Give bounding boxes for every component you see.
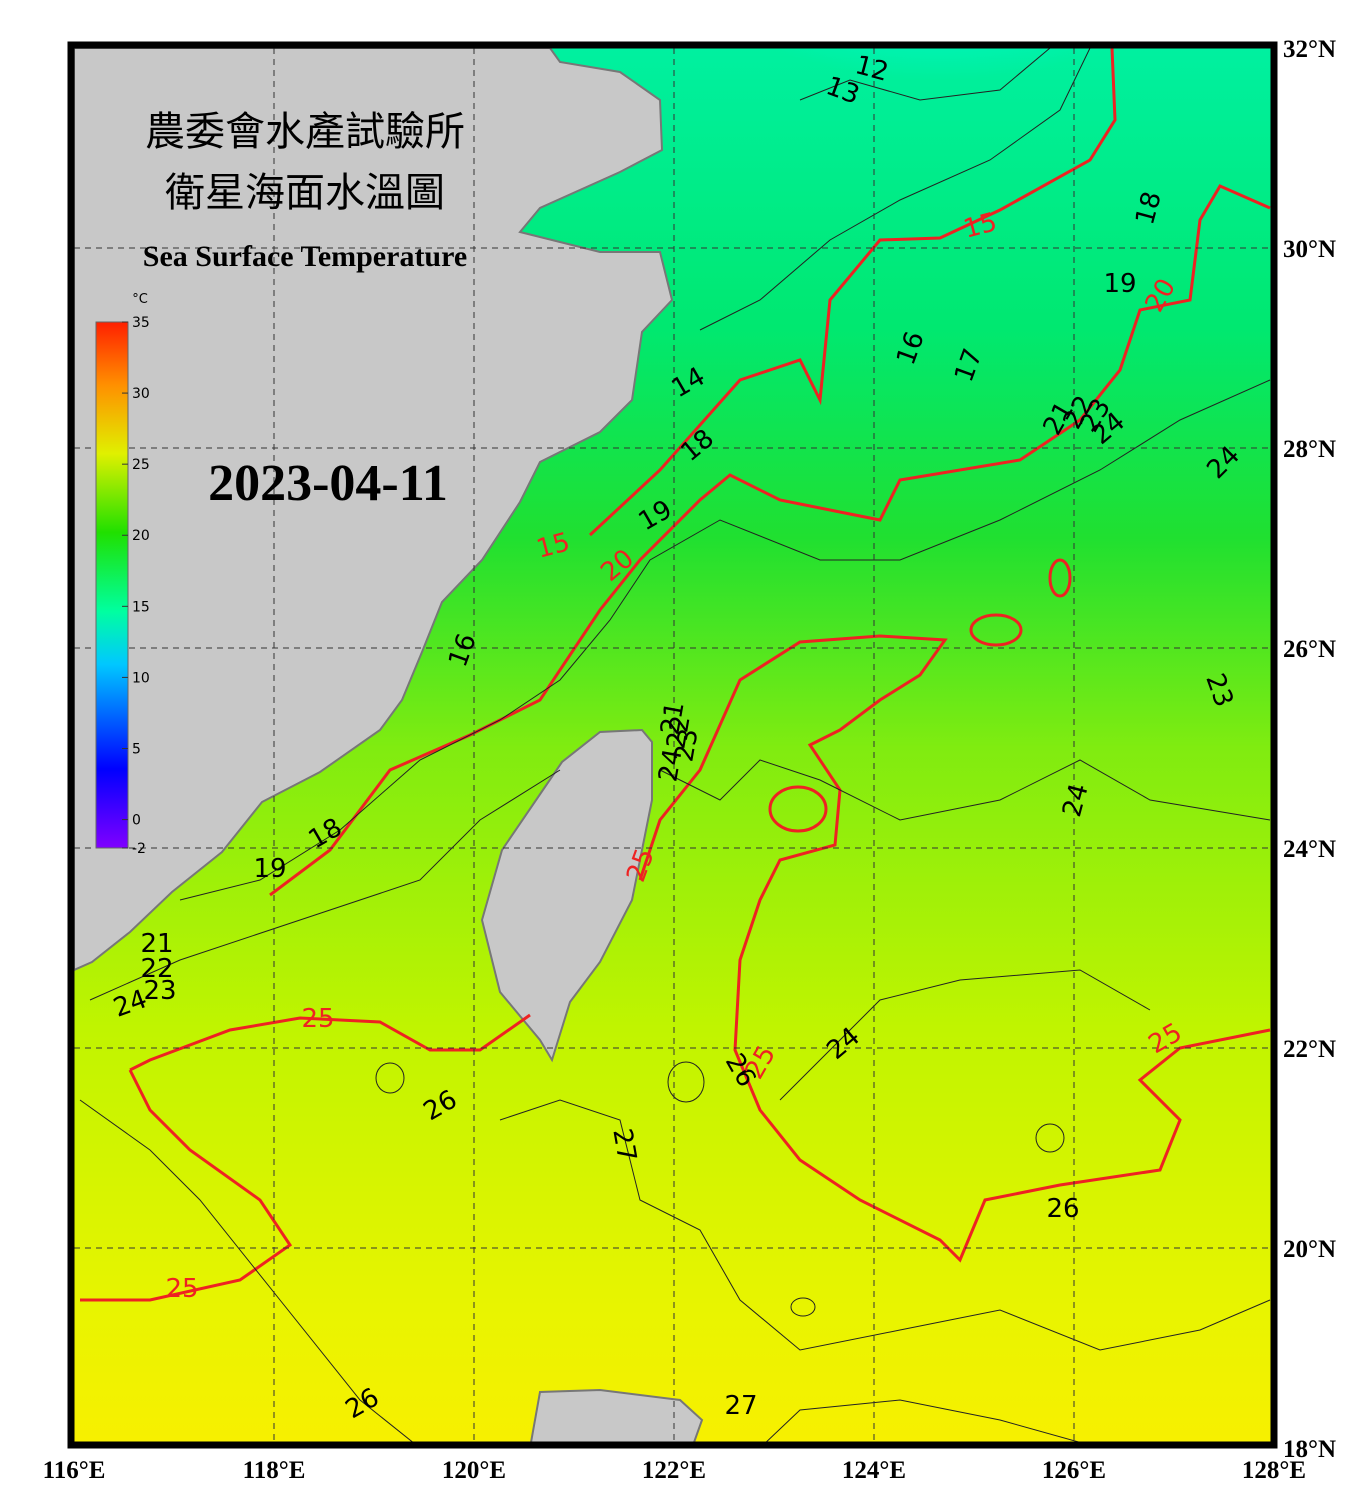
colorbar-tick-label: 5 xyxy=(132,741,141,757)
colorbar-tick-label: 0 xyxy=(132,813,141,829)
lat-label: 28°N xyxy=(1283,436,1336,463)
contour-label: 22 xyxy=(661,713,696,751)
map-frame xyxy=(67,41,1278,1449)
contour-label: 27 xyxy=(724,1391,757,1421)
contour-label: 23 xyxy=(143,976,176,1006)
black-isotherms xyxy=(79,48,1271,1448)
contour-label: 23 xyxy=(669,726,704,764)
taiwan xyxy=(480,728,653,1063)
luzon xyxy=(528,1388,704,1448)
contour-label: 25 xyxy=(301,1004,334,1034)
date: 2023-04-11 xyxy=(208,455,448,512)
title-line2: 衛星海面水溫圖 xyxy=(165,170,445,215)
title-line1: 農委會水產試驗所 xyxy=(145,109,465,154)
lat-label: 22°N xyxy=(1283,1036,1336,1063)
lon-label: 116°E xyxy=(43,1457,106,1484)
contour-label: 26 xyxy=(1046,1194,1079,1224)
lon-label: 126°E xyxy=(1042,1457,1106,1484)
colorbar-tick-label: 15 xyxy=(132,599,150,615)
contour-label: 21 xyxy=(655,699,690,737)
lon-label: 120°E xyxy=(442,1457,506,1484)
contour-label: 24 xyxy=(653,746,688,784)
contour-label: 22 xyxy=(140,954,173,984)
lon-label: 128°E xyxy=(1242,1457,1306,1484)
lat-label: 32°N xyxy=(1283,36,1336,63)
contour-label: 19 xyxy=(1103,269,1136,299)
colorbar-tick-label: 20 xyxy=(132,528,150,544)
colorbar-tick-label: 25 xyxy=(132,457,150,473)
lat-label: 18°N xyxy=(1283,1436,1336,1463)
mainland xyxy=(74,48,674,972)
lat-label: 24°N xyxy=(1283,836,1336,863)
lon-label: 124°E xyxy=(842,1457,906,1484)
colorbar-tick-label: 35 xyxy=(132,315,150,331)
cold-water xyxy=(680,48,1200,208)
contour-label: 27 xyxy=(606,1126,641,1164)
lat-label: 26°N xyxy=(1283,636,1336,663)
colorbar-unit: °C xyxy=(132,292,148,307)
colorbar-tick-label: 10 xyxy=(132,670,150,686)
contour-label: 25 xyxy=(165,1274,198,1304)
contour-label: 21 xyxy=(140,929,173,959)
colorbar-tick-label: -2 xyxy=(132,841,146,857)
lon-label: 122°E xyxy=(642,1457,706,1484)
colorbar xyxy=(95,321,129,849)
colorbar-tick-label: 30 xyxy=(132,386,150,402)
subtitle: Sea Surface Temperature xyxy=(143,240,467,273)
lat-label: 20°N xyxy=(1283,1236,1336,1263)
lon-label: 118°E xyxy=(243,1457,306,1484)
contour-label: 19 xyxy=(253,854,286,884)
lat-label: 30°N xyxy=(1283,236,1336,263)
